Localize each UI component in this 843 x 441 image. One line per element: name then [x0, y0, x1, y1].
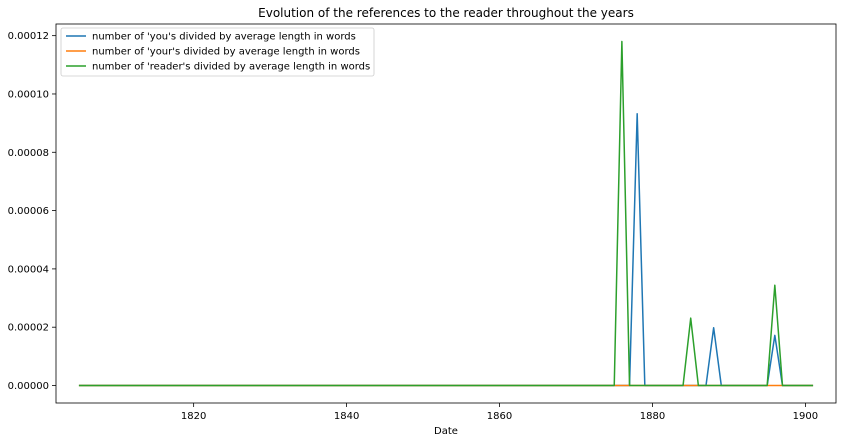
chart-title: Evolution of the references to the reade… — [258, 6, 634, 20]
y-tick-label: 0.00002 — [8, 323, 49, 334]
legend-label-1: number of 'you's divided by average leng… — [92, 32, 356, 43]
x-tick-label: 1860 — [487, 411, 512, 422]
legend-label-2: number of 'your's divided by average len… — [92, 47, 360, 58]
x-axis-label: Date — [434, 426, 458, 437]
y-tick-label: 0.00006 — [8, 206, 49, 217]
y-tick-label: 0.00012 — [8, 31, 49, 42]
y-tick-label: 0.00000 — [8, 381, 49, 392]
x-tick-label: 1820 — [181, 411, 206, 422]
x-tick-label: 1840 — [334, 411, 359, 422]
x-tick-label: 1900 — [793, 411, 818, 422]
legend: number of 'you's divided by average leng… — [61, 28, 374, 76]
y-tick-label: 0.00008 — [8, 148, 49, 159]
legend-label-3: number of 'reader's divided by average l… — [92, 62, 370, 73]
x-tick-label: 1880 — [640, 411, 665, 422]
y-tick-label: 0.00004 — [8, 264, 49, 275]
y-tick-label: 0.00010 — [8, 89, 49, 100]
